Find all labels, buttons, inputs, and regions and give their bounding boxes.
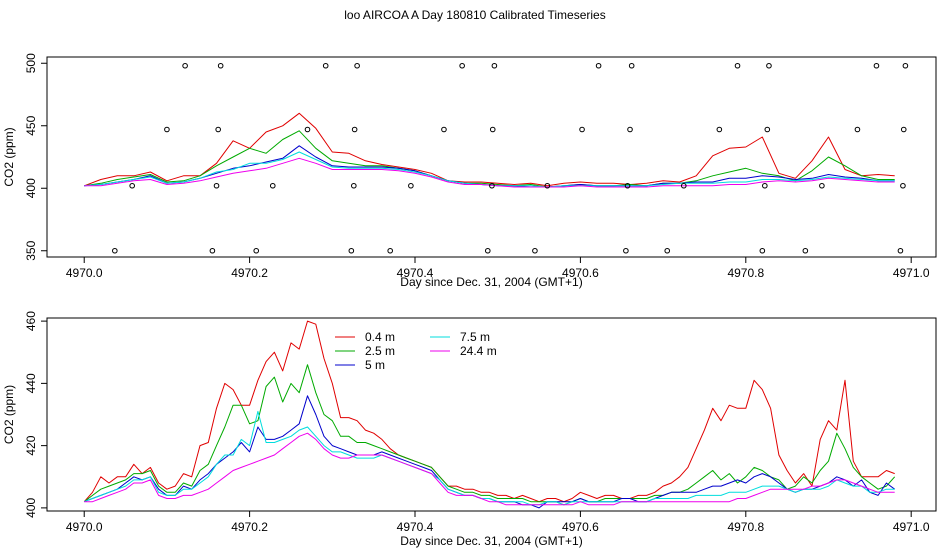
marker-point bbox=[628, 62, 635, 69]
y-tick-label: 440 bbox=[24, 373, 38, 393]
marker-point bbox=[112, 247, 118, 254]
series-line-4 bbox=[84, 151, 895, 188]
marker-point bbox=[354, 62, 360, 69]
marker-point bbox=[902, 62, 909, 69]
marker-point bbox=[664, 247, 671, 254]
marker-point bbox=[764, 126, 771, 133]
marker-point bbox=[579, 126, 585, 133]
x-tick-label: 4970.6 bbox=[562, 520, 599, 534]
plot-frame bbox=[46, 317, 937, 512]
y-tick-label: 400 bbox=[24, 178, 38, 198]
x-tick-label: 4970.8 bbox=[727, 266, 764, 280]
series-line-3 bbox=[84, 395, 895, 509]
marker-point bbox=[408, 182, 414, 189]
marker-point bbox=[129, 182, 135, 189]
marker-point bbox=[459, 62, 465, 69]
marker-point bbox=[680, 182, 687, 189]
chart-panel-1: 4970.0 4970.2 4970.4 4970.6 4970.8 4971.0 350 4… bbox=[2, 53, 937, 289]
x-tick-label: 4970.8 bbox=[727, 520, 764, 534]
marker-point bbox=[595, 62, 602, 69]
marker-point bbox=[348, 247, 355, 254]
marker-point bbox=[182, 62, 188, 69]
x-axis-label: Day since Dec. 31, 2004 (GMT+1) bbox=[400, 275, 582, 289]
marker-point bbox=[304, 126, 311, 133]
x-tick-label: 4970.0 bbox=[66, 520, 103, 534]
marker-point bbox=[544, 182, 551, 189]
y-tick-label: 450 bbox=[24, 115, 38, 135]
marker-point bbox=[269, 182, 276, 189]
series-line-1 bbox=[84, 112, 895, 187]
y-axis-label: CO2 (ppm) bbox=[2, 127, 16, 186]
legend-label: 5 m bbox=[365, 358, 385, 372]
x-axis-label: Day since Dec. 31, 2004 (GMT+1) bbox=[400, 534, 582, 548]
marker-point bbox=[627, 126, 633, 133]
marker-point bbox=[484, 247, 491, 254]
legend-label: 0.4 m bbox=[365, 330, 395, 344]
marker-point bbox=[762, 182, 768, 189]
figure-title: loo AIRCOA A Day 180810 Calibrated Times… bbox=[344, 8, 606, 22]
x-tick-label: 4970.4 bbox=[397, 520, 434, 534]
marker-point bbox=[209, 247, 216, 254]
x-tick-label: 4970.0 bbox=[66, 266, 103, 280]
marker-point bbox=[623, 247, 629, 254]
x-tick-label: 4970.4 bbox=[397, 266, 434, 280]
x-tick-label: 4970.6 bbox=[562, 266, 599, 280]
chart-panel-2: 4970.0 4970.2 4970.4 4970.6 4970.8 4971.0 400 4… bbox=[2, 311, 937, 548]
y-tick-label: 400 bbox=[24, 498, 38, 518]
legend-label: 7.5 m bbox=[460, 330, 490, 344]
series-line-2 bbox=[83, 364, 896, 506]
y-tick-label: 420 bbox=[24, 435, 38, 455]
marker-point bbox=[766, 62, 772, 69]
marker-point bbox=[716, 126, 723, 133]
x-tick-label: 4970.2 bbox=[231, 520, 268, 534]
marker-point bbox=[532, 247, 538, 254]
marker-point bbox=[900, 182, 906, 189]
marker-point bbox=[491, 62, 498, 69]
marker-point bbox=[217, 62, 224, 69]
marker-point bbox=[213, 182, 220, 189]
marker-point bbox=[489, 126, 496, 133]
x-tick-label: 4971.0 bbox=[893, 266, 930, 280]
marker-point bbox=[441, 126, 447, 133]
marker-point bbox=[164, 126, 170, 133]
marker-point bbox=[387, 247, 393, 254]
series-line-4 bbox=[84, 410, 895, 506]
y-tick-label: 350 bbox=[24, 240, 38, 260]
series-line-5 bbox=[84, 432, 895, 506]
y-axis-label: CO2 (ppm) bbox=[2, 385, 16, 444]
y-tick-label: 460 bbox=[24, 311, 38, 331]
marker-point bbox=[489, 182, 495, 189]
marker-point bbox=[854, 126, 861, 133]
marker-point bbox=[351, 182, 357, 189]
marker-point bbox=[897, 247, 904, 254]
legend-label: 24.4 m bbox=[460, 344, 497, 358]
plot-frame bbox=[46, 56, 937, 258]
marker-point bbox=[759, 247, 766, 254]
marker-point bbox=[873, 62, 880, 69]
marker-point bbox=[734, 62, 741, 69]
x-tick-label: 4970.2 bbox=[231, 266, 268, 280]
legend-label: 2.5 m bbox=[365, 344, 395, 358]
marker-point bbox=[900, 126, 907, 133]
marker-point bbox=[351, 126, 358, 133]
series-line-1 bbox=[83, 320, 895, 503]
marker-point bbox=[819, 182, 825, 189]
marker-point bbox=[322, 62, 329, 69]
marker-point bbox=[253, 247, 260, 254]
x-tick-label: 4971.0 bbox=[893, 520, 930, 534]
legend: 0.4 m2.5 m5 m 7.5 m24.4 m bbox=[335, 330, 497, 372]
marker-point bbox=[215, 126, 221, 133]
marker-point bbox=[802, 247, 809, 254]
series-line-2 bbox=[84, 130, 895, 188]
marker-point bbox=[624, 182, 631, 189]
y-tick-label: 500 bbox=[24, 53, 38, 73]
